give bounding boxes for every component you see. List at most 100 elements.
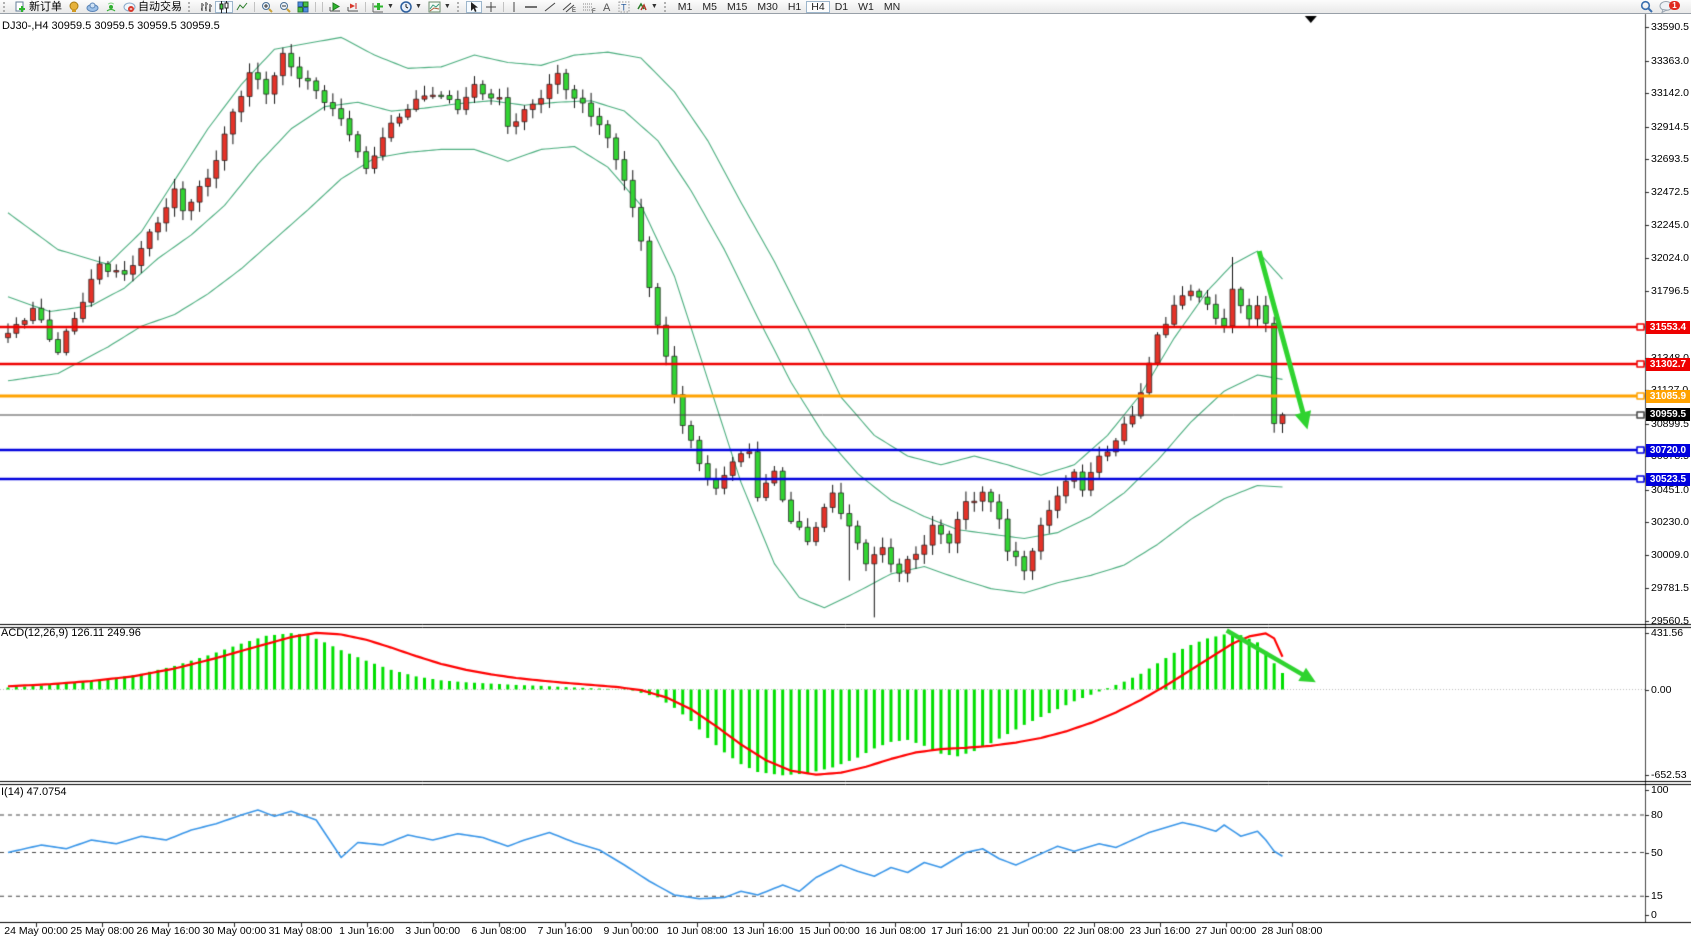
rsi-tick-label: 50 [1651,846,1663,859]
tile-windows-button[interactable] [294,1,312,13]
horizontal-line-button[interactable] [521,1,541,13]
channel-icon: E [562,1,576,13]
periods-button[interactable]: ▼ [397,0,425,13]
time-tick-label: 3 Jun 00:00 [405,925,461,937]
price-line-label: 31085.9 [1646,389,1690,403]
timeframe-button-w1[interactable]: W1 [853,1,879,13]
text-label-button[interactable]: T [615,1,633,13]
search-button[interactable] [1637,0,1656,13]
rsi-tick-label: 0 [1651,909,1657,921]
price-tick-label: 32472.5 [1651,185,1689,198]
time-tick-label: 28 Jun 08:00 [1261,925,1323,937]
fibonacci-button[interactable]: F [579,1,599,13]
chart-title: DJ30-,H4 30959.5 30959.5 30959.5 30959.5 [2,20,220,32]
line-chart-icon [236,1,248,13]
text-label-icon: T [618,1,630,13]
bar-chart-button[interactable] [197,1,215,13]
toolbar-separator [315,1,316,12]
zoom-out-icon [279,1,291,13]
time-tick-label: 9 Jun 00:00 [603,925,659,937]
vertical-line-button[interactable] [507,1,521,13]
time-tick-label: 15 Jun 00:00 [798,925,860,937]
price-tick-label: 32024.0 [1651,251,1689,264]
chart-shift-icon [347,1,359,13]
horizontal-line-icon [524,1,538,13]
indicators-add-icon [372,1,384,13]
timeframe-button-h1[interactable]: H1 [783,1,806,13]
templates-icon [428,1,441,13]
notifications-button[interactable]: 1 [1656,0,1680,13]
time-tick-label: 27 Jun 00:00 [1195,925,1257,937]
cursor-button[interactable] [465,0,482,13]
candlestick-chart-button[interactable] [215,0,233,13]
trendline-button[interactable] [541,1,559,13]
text-icon: A [602,1,612,13]
price-tick-label: 31796.5 [1651,285,1689,298]
timeframe-button-mn[interactable]: MN [879,1,905,13]
signals-button[interactable] [102,1,120,13]
cursor-icon [469,1,479,13]
bar-chart-icon [200,1,212,13]
timeframe-button-m5[interactable]: M5 [697,1,722,13]
clock-icon [400,0,412,13]
equidistant-channel-button[interactable]: E [559,1,579,13]
time-tick-label: 26 May 16:00 [136,925,201,937]
line-chart-button[interactable] [233,1,251,13]
trendline-icon [544,1,556,13]
signal-icon [105,1,117,13]
price-tick-label: 30451.0 [1651,483,1689,496]
price-line-label: 30959.5 [1646,408,1690,422]
indicators-button[interactable]: ▼ [369,1,397,13]
timeframe-button-h4[interactable]: H4 [806,0,830,13]
price-line-label: 30720.0 [1646,443,1690,457]
toolbar-grip [456,1,464,12]
toolbar-separator [322,1,323,12]
gold-seal-button[interactable] [65,1,83,13]
crosshair-button[interactable] [482,1,500,13]
toolbar-grip [188,1,195,12]
zoom-out-button[interactable] [276,1,294,13]
timeframe-button-d1[interactable]: D1 [830,1,853,13]
time-tick-label: 25 May 08:00 [70,925,135,937]
timeframe-bar: M1 M5 M15 M30 H1 H4 D1 W1 MN [673,0,905,13]
price-line-label: 31302.7 [1646,357,1690,371]
dropdown-arrow-icon: ▼ [443,2,451,10]
zoom-in-button[interactable] [258,1,276,13]
cloud-icon [86,1,99,13]
time-tick-label: 23 Jun 16:00 [1129,925,1191,937]
time-tick-label: 6 Jun 08:00 [471,925,527,937]
time-tick-label: 31 May 08:00 [268,925,333,937]
auto-trading-button[interactable]: 自动交易 [120,1,185,13]
price-tick-label: 32914.5 [1651,120,1689,133]
auto-scroll-button[interactable] [326,1,344,13]
arrows-dropdown-button[interactable]: ▼ [633,1,661,13]
time-tick-label: 30 May 00:00 [202,925,267,937]
dropdown-arrow-icon: ▼ [387,2,394,10]
time-tick-label: 13 Jun 16:00 [732,925,794,937]
time-tick-label: 22 Jun 08:00 [1063,925,1125,937]
time-tick-label: 7 Jun 16:00 [537,925,593,937]
fibonacci-icon: F [582,1,596,13]
toolbar-grip [663,1,671,12]
price-tick-label: 32245.0 [1651,219,1689,232]
price-tick-label: 33142.0 [1651,87,1689,100]
candlestick-icon [218,0,230,13]
timeframe-button-m15[interactable]: M15 [722,1,752,13]
auto-scroll-icon [329,1,341,13]
cloud-account-button[interactable] [83,1,102,13]
new-order-button[interactable]: 新订单 [12,1,65,13]
templates-button[interactable]: ▼ [425,1,454,13]
new-order-label: 新订单 [29,0,62,13]
chart-shift-button[interactable] [344,1,362,13]
price-line-label: 31553.4 [1646,320,1690,334]
price-tick-label: 32693.5 [1651,153,1689,166]
timeframe-button-m1[interactable]: M1 [673,1,698,13]
timeframe-button-m30[interactable]: M30 [752,1,782,13]
search-icon [1640,0,1653,13]
crosshair-icon [485,1,497,13]
toolbar-grip [3,1,10,12]
dropdown-arrow-icon: ▼ [414,2,422,10]
text-button[interactable]: A [599,1,615,13]
toolbar-separator [254,1,255,12]
